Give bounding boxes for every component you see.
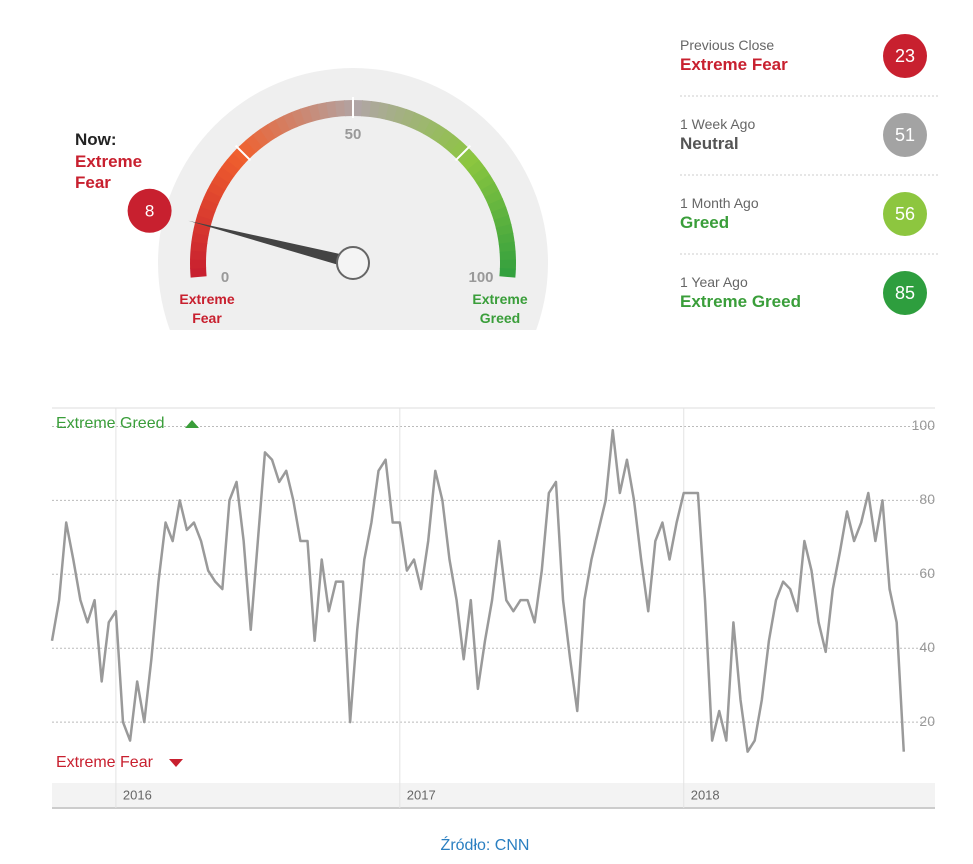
annotation-fear: Extreme Fear <box>56 754 154 771</box>
gauge-max-label: Extreme Greed <box>472 291 528 326</box>
gauge-arc <box>245 134 264 153</box>
gauge-arc <box>461 153 480 171</box>
source: Źródło: CNN <box>441 835 530 854</box>
y-tick-label: 60 <box>919 565 935 581</box>
gauge-arc <box>190 267 207 278</box>
gauge-arc <box>259 123 277 143</box>
gauge-arc <box>423 119 440 139</box>
gauge-arc <box>493 215 512 229</box>
line <box>50 428 906 753</box>
gauge-min-label: Extreme Fear <box>179 291 235 326</box>
gauge-arc <box>211 173 231 191</box>
gauge-tick-label: 0 <box>221 269 229 286</box>
x-tick-label: 2016 <box>123 787 152 802</box>
history-status: Extreme Fear <box>680 55 788 74</box>
gauge-arc <box>275 115 291 134</box>
history-bubble <box>883 113 927 157</box>
history-status: Extreme Greed <box>680 292 801 311</box>
gauge-arc <box>490 206 510 221</box>
gauge-arc <box>197 205 216 220</box>
gauge-arc <box>430 124 447 143</box>
gauge-arc <box>192 223 211 236</box>
gauge-knob <box>336 246 370 280</box>
gauge-tick-label: 100 <box>468 269 493 286</box>
history-value: 56 <box>895 204 915 224</box>
x-tick-label: 2018 <box>691 787 720 802</box>
gauge-divider <box>234 144 252 162</box>
gauge-arc <box>480 182 500 199</box>
gauge-arc <box>207 181 226 198</box>
value-bubble <box>127 188 172 233</box>
history-label: 1 Year Ago <box>680 274 748 290</box>
gauge-divider <box>454 144 472 162</box>
gauge-arc <box>317 102 330 120</box>
now-status: Extreme Fear <box>75 152 143 192</box>
history-status: Greed <box>680 213 730 232</box>
gauge-arc <box>385 103 399 122</box>
gauge-arc <box>437 129 455 148</box>
value-label: 8 <box>145 201 154 220</box>
gauge-arc <box>377 102 390 120</box>
gauge-needle <box>188 220 355 269</box>
gauge-arc <box>267 119 284 138</box>
gauge-arc <box>308 103 322 122</box>
gauge-arc <box>334 100 346 117</box>
gauge-arc <box>216 166 235 184</box>
y-tick-label: 20 <box>919 713 935 729</box>
annotation-greed: Extreme Greed <box>56 415 164 432</box>
gauge-arc <box>408 112 424 131</box>
history-label: Previous Close <box>680 37 775 53</box>
gauge-arc <box>497 232 515 245</box>
gauge-arc <box>487 198 507 214</box>
x-tick-label: 2017 <box>407 787 436 802</box>
gauge-arc <box>495 223 514 237</box>
gauge-arc <box>498 241 516 253</box>
gauge-arc <box>252 128 270 148</box>
arrow-down <box>169 759 183 767</box>
y-tick-label: 40 <box>919 639 935 655</box>
history-label: 1 Week Ago <box>680 116 756 132</box>
history-value: 23 <box>895 46 915 66</box>
gauge-arc <box>238 139 257 159</box>
gauge-arc <box>369 100 381 119</box>
gauge-arc <box>226 152 246 171</box>
y-tick-label: 80 <box>919 491 935 507</box>
gauge-arc <box>283 111 299 131</box>
gauge-arc <box>191 231 209 244</box>
history-value: 51 <box>895 125 915 145</box>
history-value: 85 <box>895 283 915 303</box>
history-bubble <box>883 192 927 236</box>
gauge-arc <box>484 190 503 206</box>
history-bubble <box>883 34 927 78</box>
gauge-arc <box>415 115 432 135</box>
now-label: Now: <box>75 130 117 149</box>
gauge-arc <box>443 134 462 154</box>
gauge-arc <box>400 108 416 128</box>
gauge-arc <box>499 268 516 278</box>
gauge-arc <box>299 105 314 125</box>
gauge-tick-label: 50 <box>345 126 362 143</box>
history-status: Neutral <box>680 134 739 153</box>
y-tick-label: 100 <box>912 417 936 433</box>
gauge-arc <box>361 100 372 117</box>
gauge-arc <box>200 197 219 213</box>
gauge-arc <box>190 240 208 252</box>
gauge-arc <box>466 159 486 178</box>
gauge-arc <box>203 189 222 205</box>
gauge-arc <box>291 108 306 127</box>
gauge-arc <box>393 106 408 125</box>
gauge-arc <box>471 167 491 184</box>
gauge-arc <box>221 159 240 177</box>
gauge-arc <box>449 140 468 159</box>
gauge-arc <box>476 174 495 191</box>
history-label: 1 Month Ago <box>680 195 759 211</box>
arrow-up <box>185 420 199 428</box>
history-bubble <box>883 271 927 315</box>
gauge-arc <box>326 100 338 119</box>
x-band <box>52 783 935 807</box>
